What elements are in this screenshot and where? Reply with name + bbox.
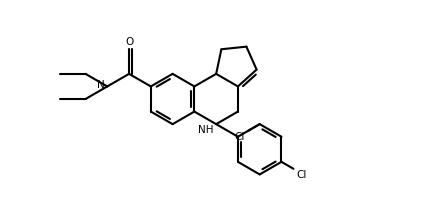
Text: NH: NH xyxy=(197,125,213,135)
Text: O: O xyxy=(125,37,133,47)
Text: Cl: Cl xyxy=(234,132,245,142)
Text: N: N xyxy=(97,80,104,90)
Text: Cl: Cl xyxy=(296,170,307,180)
